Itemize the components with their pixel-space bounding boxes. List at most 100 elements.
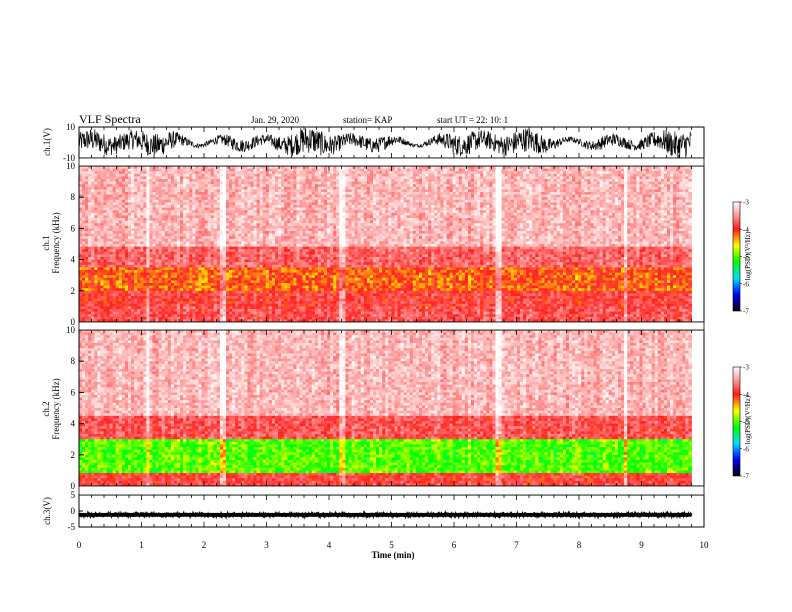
ch1-spectrogram-cell <box>134 228 137 231</box>
ch1-spectrogram-cell <box>110 171 113 174</box>
ch1-spectrogram-cell <box>94 182 97 185</box>
ch1-spectrogram-cell <box>137 234 140 237</box>
ch1-spectrogram-cell <box>100 200 103 203</box>
ch1-spectrogram-cell <box>134 301 137 304</box>
ch1-spectrogram-cell <box>122 239 125 242</box>
ch1-spectrogram-cell <box>85 200 88 203</box>
ch1-spectrogram-cell <box>128 267 131 270</box>
ch1-spectrogram-cell <box>119 291 122 294</box>
ch1-spectrogram-cell <box>97 309 100 312</box>
ch1-spectrogram-cell <box>119 218 122 221</box>
ch1-spectrogram-cell <box>88 270 91 273</box>
ch1-spectrogram-cell <box>116 249 119 252</box>
ch1-spectrogram-cell <box>94 291 97 294</box>
ch1-spectrogram-cell <box>91 231 94 234</box>
ch1-spectrogram-cell <box>94 215 97 218</box>
ch1-spectrogram-cell <box>110 247 113 250</box>
ch1-spectrogram-cell <box>134 270 137 273</box>
ch1-spectrogram-cell <box>137 223 140 226</box>
ch1-spectrogram-cell <box>113 200 116 203</box>
ch1-spectrogram-cell <box>107 314 110 317</box>
ch1-spectrogram-cell <box>134 299 137 302</box>
ch1-spectrogram-cell <box>131 182 134 185</box>
ch1-spectrogram-cell <box>113 260 116 263</box>
ch1-spectrogram-cell <box>128 202 131 205</box>
ch1-spectrogram-cell <box>97 189 100 192</box>
ch1-spectrogram-cell <box>97 293 100 296</box>
ch1-spectrogram-cell <box>91 267 94 270</box>
ch1-spectrogram-cell <box>100 221 103 224</box>
ch1-spectrogram-cell <box>128 265 131 268</box>
ch1-spectrogram-cell <box>97 278 100 281</box>
ch1-spectrogram-cell <box>125 221 128 224</box>
ch1-spectrogram-cell <box>140 304 143 307</box>
ch1-spectrogram-cell <box>107 239 110 242</box>
ch1-spectrogram-cell <box>140 262 143 265</box>
ch1-spectrogram-cell <box>94 293 97 296</box>
ch1-spectrogram-cell <box>91 278 94 281</box>
ch1-spectrogram-cell <box>107 189 110 192</box>
ch1-spectrogram-cell <box>107 309 110 312</box>
ch1-spectrogram-cell <box>119 254 122 257</box>
ch1-spectrogram-cell <box>110 312 113 315</box>
ch1-spectrogram-cell <box>137 265 140 268</box>
ch1-spectrogram-cell <box>94 278 97 281</box>
ch1-spectrogram-cell <box>91 249 94 252</box>
ch1-spectrogram-cell <box>134 283 137 286</box>
ch1-spectrogram-cell <box>119 223 122 226</box>
ch1-spectrogram-cell <box>131 197 134 200</box>
ch1-spectrogram-cell <box>100 192 103 195</box>
ch1-spectrogram-cell <box>134 192 137 195</box>
ch1-spectrogram-cell <box>82 241 85 244</box>
ch1-spectrogram-cell <box>125 247 128 250</box>
ch1-spectrogram-cell <box>140 254 143 257</box>
ch1-spectrogram-cell <box>85 234 88 237</box>
ch1-spectrogram-cell <box>91 195 94 198</box>
ch1-spectrogram-cell <box>122 299 125 302</box>
ch1-spectrogram-cell <box>88 189 91 192</box>
ch1-spectrogram-cell <box>104 226 107 229</box>
ch1-spectrogram-cell <box>131 286 134 289</box>
ch1-spectrogram-cell <box>91 262 94 265</box>
ch1-spectrogram-cell <box>116 244 119 247</box>
ch1-spectrogram-cell <box>134 176 137 179</box>
ch1-spectrogram-cell <box>119 202 122 205</box>
ch1-spectrogram-cell <box>82 312 85 315</box>
ch1-spectrogram-cell <box>94 174 97 177</box>
ch1-spectrogram-cell <box>97 265 100 268</box>
ch1-spectrogram-cell <box>91 280 94 283</box>
ch1-spectrogram-cell <box>91 218 94 221</box>
ch1-spectrogram-cell <box>134 262 137 265</box>
ch1-spectrogram-cell <box>137 283 140 286</box>
ch1-spectrogram-cell <box>94 221 97 224</box>
ch1-spectrogram-cell <box>97 195 100 198</box>
ch1-spectrogram-cell <box>122 278 125 281</box>
ch1-spectrogram-cell <box>119 314 122 317</box>
ch1-spectrogram-cell <box>91 187 94 190</box>
ch1-spectrogram-cell <box>85 187 88 190</box>
ch1-spectrogram-cell <box>122 267 125 270</box>
ch1-spectrogram-cell <box>119 244 122 247</box>
ch1-spectrogram-cell <box>128 210 131 213</box>
ch1-waveform-panel: 10-10 <box>63 122 704 163</box>
ch1-spectrogram-cell <box>104 231 107 234</box>
ch1-spectrogram-cell <box>85 210 88 213</box>
ch1-spectrogram-cell <box>82 293 85 296</box>
ch1-spectrogram-cell <box>122 317 125 320</box>
ch1-spectrogram-cell <box>113 197 116 200</box>
ch1-spectrogram-cell <box>137 236 140 239</box>
ch1-spectrogram-cell <box>97 275 100 278</box>
ch1-spectrogram-cell <box>91 174 94 177</box>
ch1-spectrogram-cell <box>128 192 131 195</box>
ch1-spectrogram-cell <box>134 304 137 307</box>
ch1-spectrogram-cell <box>119 171 122 174</box>
ch1-spectrogram-cell <box>88 241 91 244</box>
ch1-spectrogram-cell <box>100 169 103 172</box>
ch1-spectrogram-cell <box>134 202 137 205</box>
ch1-spectrogram-cell <box>125 260 128 263</box>
ch1-spectrogram-cell <box>82 299 85 302</box>
ch1-spectrogram-cell <box>97 176 100 179</box>
ch1-spectrogram-cell <box>107 280 110 283</box>
ch1-spectrogram-cell <box>79 299 82 302</box>
ch1-spectrogram-cell <box>110 306 113 309</box>
